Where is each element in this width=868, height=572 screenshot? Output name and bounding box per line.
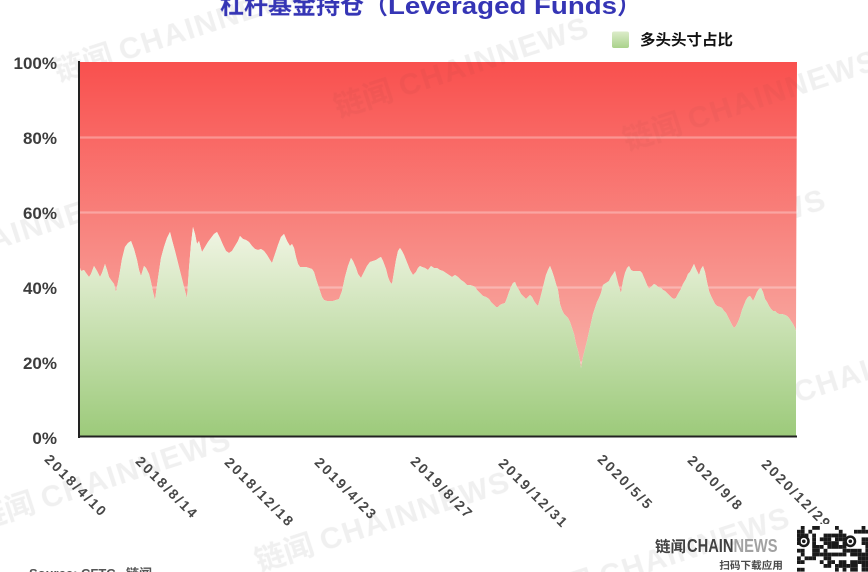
svg-text:60%: 60% (23, 204, 57, 223)
svg-text:40%: 40% (23, 279, 57, 298)
svg-text:Source: CFTC: Source: CFTC (29, 566, 116, 572)
svg-text:20%: 20% (23, 354, 57, 373)
svg-text:2020/9/8: 2020/9/8 (685, 452, 747, 514)
svg-text:0%: 0% (32, 429, 57, 448)
svg-text:Leveraged Funds: Leveraged Funds (388, 0, 617, 20)
svg-text:2019/4/23: 2019/4/23 (312, 454, 381, 523)
svg-text:CHAINNEWS: CHAINNEWS (790, 317, 868, 410)
svg-text:2020/5/5: 2020/5/5 (595, 451, 657, 513)
svg-text:80%: 80% (23, 129, 57, 148)
svg-text:2018/12/18: 2018/12/18 (222, 454, 298, 530)
svg-text:100%: 100% (14, 54, 57, 73)
svg-text:CHAINNEWS: CHAINNEWS (687, 535, 778, 556)
